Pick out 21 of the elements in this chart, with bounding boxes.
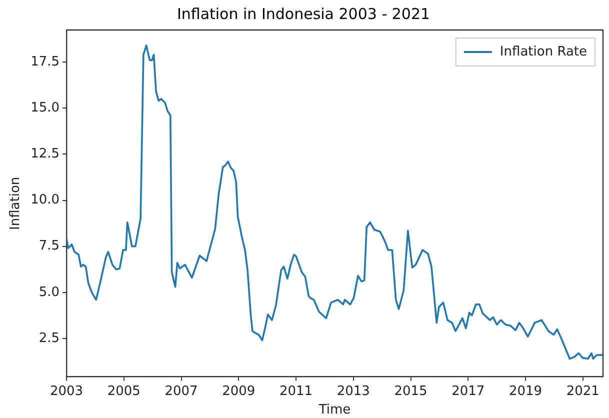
- x-tick-label: 2007: [164, 384, 198, 399]
- x-tick-label: 2003: [50, 384, 84, 399]
- y-axis-title: Inflation: [8, 176, 24, 230]
- x-tick-label: 2019: [508, 384, 542, 399]
- y-tick-label: 7.5: [38, 238, 60, 254]
- legend-label: Inflation Rate: [500, 44, 588, 60]
- x-tick-label: 2015: [394, 384, 428, 399]
- y-tick-label: 15.0: [30, 100, 60, 116]
- y-tick-label: 2.5: [38, 330, 60, 346]
- chart-title: Inflation in Indonesia 2003 - 2021: [176, 4, 430, 23]
- y-tick-label: 17.5: [30, 54, 60, 70]
- x-tick-label: 2017: [452, 384, 485, 399]
- x-tick-label: 2013: [336, 384, 370, 399]
- y-tick-label: 10.0: [30, 192, 60, 208]
- x-tick-label: 2009: [222, 384, 256, 399]
- x-tick-label: 2021: [566, 384, 600, 399]
- x-tick-label: 2005: [107, 384, 140, 399]
- x-axis-title: Time: [318, 402, 351, 418]
- y-tick-label: 5.0: [38, 284, 60, 300]
- y-tick-label: 12.5: [30, 146, 60, 162]
- x-tick-label: 2011: [280, 384, 313, 399]
